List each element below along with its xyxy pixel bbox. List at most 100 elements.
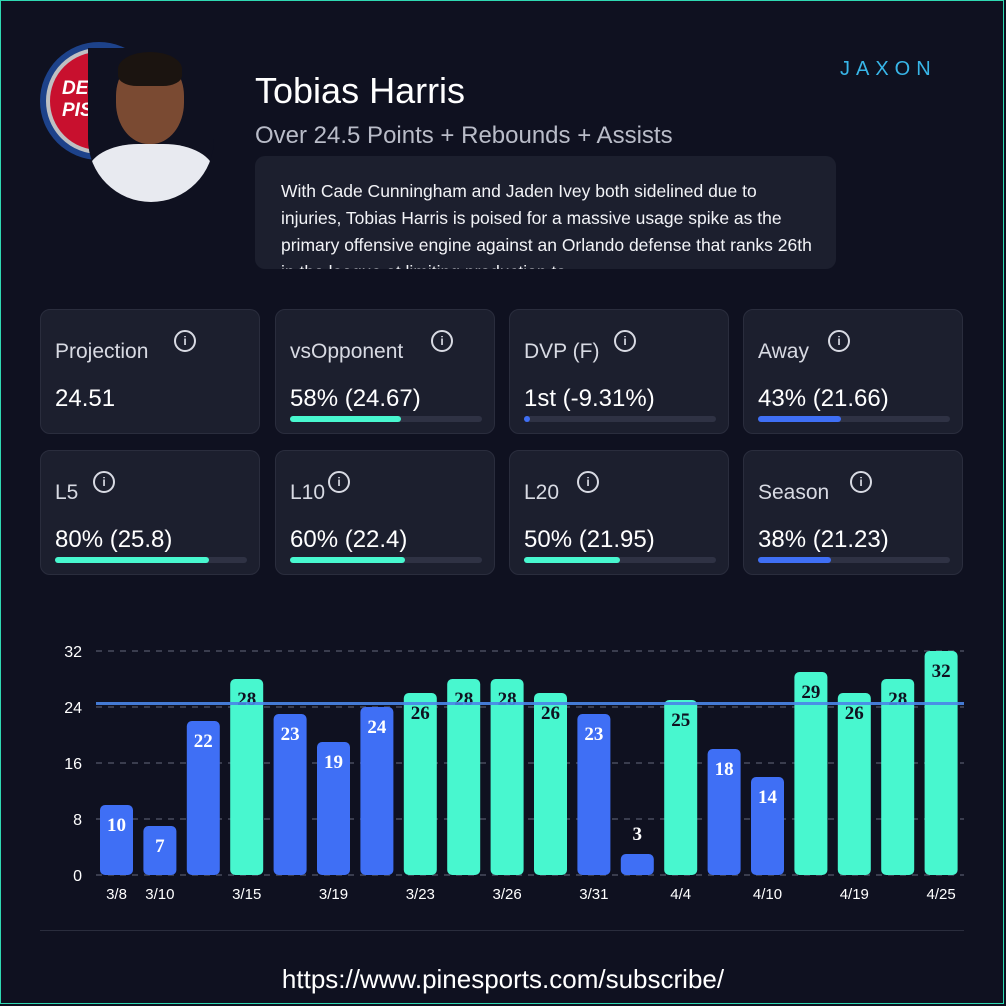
- bar-value-label: 3: [633, 824, 643, 845]
- bar[interactable]: [143, 826, 177, 875]
- player-avatar: [88, 48, 214, 202]
- stat-progress-track: [290, 557, 482, 563]
- info-icon[interactable]: i: [431, 330, 453, 352]
- info-icon[interactable]: i: [577, 471, 599, 493]
- bar-value-label: 25: [671, 710, 690, 731]
- analysis-blurb[interactable]: With Cade Cunningham and Jaden Ivey both…: [255, 156, 836, 269]
- bar[interactable]: [230, 679, 264, 875]
- info-icon[interactable]: i: [328, 471, 350, 493]
- bar-value-label: 28: [888, 689, 907, 710]
- stat-value: 38% (21.23): [758, 526, 889, 553]
- bar[interactable]: [620, 854, 654, 875]
- bar-value-label: 26: [411, 703, 430, 724]
- bar-value-label: 18: [715, 759, 734, 780]
- stat-progress-fill: [290, 557, 406, 563]
- bar-value-label: 14: [758, 787, 778, 808]
- bar-value-label: 28: [454, 689, 473, 710]
- stat-card-l20: L20 i 50% (21.95): [509, 450, 729, 575]
- stat-value: 58% (24.67): [290, 385, 421, 412]
- info-icon[interactable]: i: [828, 330, 850, 352]
- bar[interactable]: [490, 679, 524, 875]
- bar[interactable]: [100, 805, 133, 875]
- bar-value-label: 22: [194, 731, 213, 752]
- bar-value-label: 23: [584, 724, 603, 745]
- stat-progress-fill: [524, 416, 530, 422]
- y-tick-label: 16: [64, 756, 82, 773]
- brand-logo: JAXON: [840, 58, 937, 80]
- bar[interactable]: [794, 672, 828, 875]
- bar-value-label: 23: [281, 724, 300, 745]
- bar-value-label: 7: [155, 836, 165, 857]
- divider: [40, 930, 964, 931]
- stat-value: 60% (22.4): [290, 526, 408, 553]
- analysis-text: With Cade Cunningham and Jaden Ivey both…: [281, 181, 812, 269]
- subscribe-link[interactable]: https://www.pinesports.com/subscribe/: [281, 964, 725, 994]
- stat-label: Projection: [55, 340, 149, 363]
- bar[interactable]: [881, 679, 915, 875]
- stat-value: 24.51: [55, 385, 116, 412]
- x-tick-label: 3/8: [106, 886, 127, 903]
- stat-card-season: Season i 38% (21.23): [743, 450, 963, 575]
- info-icon[interactable]: i: [174, 330, 196, 352]
- bar[interactable]: [751, 777, 784, 875]
- stat-label: L10: [290, 481, 326, 504]
- bar[interactable]: [447, 679, 481, 875]
- bar[interactable]: [403, 693, 437, 875]
- bar[interactable]: [273, 714, 307, 875]
- x-tick-label: 4/10: [753, 886, 782, 903]
- stat-progress-fill: [758, 557, 831, 563]
- bar-value-label: 29: [801, 682, 820, 703]
- x-tick-label: 4/4: [670, 886, 691, 903]
- stat-card-projection: Projection i 24.51: [40, 309, 260, 434]
- bar-value-label: 19: [324, 752, 343, 773]
- bar[interactable]: [360, 707, 394, 875]
- stat-card-vsopponent: vsOpponent i 58% (24.67): [275, 309, 495, 434]
- bar[interactable]: [837, 693, 871, 875]
- bar-value-label: 26: [541, 703, 560, 724]
- stat-card-l10: L10 i 60% (22.4): [275, 450, 495, 575]
- y-tick-label: 24: [64, 700, 82, 717]
- info-icon[interactable]: i: [850, 471, 872, 493]
- bar-value-label: 24: [367, 717, 387, 738]
- bar[interactable]: [577, 714, 611, 875]
- stat-progress-track: [524, 557, 716, 563]
- stat-value: 80% (25.8): [55, 526, 173, 553]
- bar[interactable]: [664, 700, 698, 875]
- stat-value: 43% (21.66): [758, 385, 889, 412]
- info-icon[interactable]: i: [93, 471, 115, 493]
- bar-value-label: 28: [498, 689, 517, 710]
- stat-card-away: Away i 43% (21.66): [743, 309, 963, 434]
- bar[interactable]: [707, 749, 741, 875]
- info-icon[interactable]: i: [614, 330, 636, 352]
- stat-progress-track: [758, 416, 950, 422]
- bar[interactable]: [534, 693, 567, 875]
- stat-label: DVP (F): [524, 340, 600, 363]
- y-tick-label: 32: [64, 644, 82, 661]
- stat-progress-track: [758, 557, 950, 563]
- bar-value-label: 28: [237, 689, 256, 710]
- bar[interactable]: [317, 742, 350, 875]
- x-tick-label: 3/15: [232, 886, 261, 903]
- x-tick-label: 4/25: [926, 886, 955, 903]
- stat-label: Away: [758, 340, 809, 363]
- game-log-chart: 0 8 16 24 32 10 3/8 7 3/10 22 28 3/15 23 19 3/19 24 26 3/…: [64, 644, 964, 903]
- player-name: Tobias Harris: [255, 70, 466, 111]
- stat-progress-fill: [55, 557, 209, 563]
- bar[interactable]: [924, 651, 958, 875]
- x-tick-label: 3/23: [406, 886, 435, 903]
- bar[interactable]: [186, 721, 220, 875]
- stat-label: vsOpponent: [290, 340, 404, 363]
- bar-value-label: 26: [845, 703, 864, 724]
- x-tick-label: 3/10: [145, 886, 174, 903]
- stat-label: Season: [758, 481, 830, 504]
- y-tick-label: 8: [73, 812, 82, 829]
- stat-label: L20: [524, 481, 560, 504]
- x-tick-label: 3/26: [492, 886, 521, 903]
- stat-card-dvp-f-: DVP (F) i 1st (-9.31%): [509, 309, 729, 434]
- brand-logo-text: JAXON: [840, 58, 937, 80]
- stat-progress-track: [290, 416, 482, 422]
- stat-value: 50% (21.95): [524, 526, 655, 553]
- y-tick-label: 0: [73, 868, 82, 885]
- stat-label: L5: [55, 481, 79, 504]
